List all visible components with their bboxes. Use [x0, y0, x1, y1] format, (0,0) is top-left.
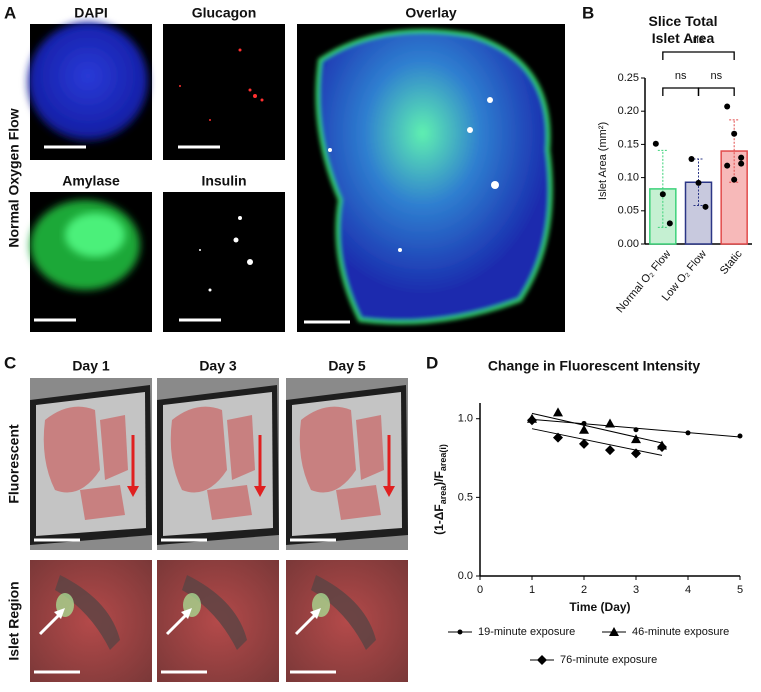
panel-label: B: [582, 3, 594, 22]
chart-title: Slice Total Islet Area: [649, 13, 718, 46]
y-tick-label: 0.00: [618, 238, 639, 250]
panel-label: C: [4, 353, 16, 372]
column-label: Day 1: [72, 358, 110, 374]
x-tick-label: 4: [685, 584, 691, 596]
legend-label: 46-minute exposure: [632, 626, 729, 638]
data-point: [579, 424, 589, 434]
significance-label: ns: [693, 34, 705, 46]
error-bar: [657, 149, 668, 228]
significance-bracket: [697, 87, 735, 96]
y-tick-label: 0.5: [458, 491, 473, 503]
data-point: [737, 433, 743, 439]
significance-label: ns: [711, 70, 723, 82]
legend-label: 19-minute exposure: [478, 626, 575, 638]
y-tick-label: 0.05: [618, 205, 639, 217]
data-point: [579, 438, 589, 449]
x-tick-label: Static: [718, 248, 745, 277]
data-point: [527, 415, 537, 426]
data-point: [659, 191, 666, 198]
significance-bracket: [662, 87, 700, 96]
legend-marker: [457, 629, 463, 635]
data-point: [605, 445, 615, 456]
y-axis-label-part: (1-ΔF: [432, 504, 446, 535]
data-point: [633, 427, 639, 433]
significance-bracket: [662, 51, 735, 60]
row-label: Normal Oxygen Flow: [6, 108, 22, 247]
legend-label: 76-minute exposure: [560, 654, 657, 666]
y-axis-label: Islet Area (mm²): [597, 122, 609, 200]
data-point: [666, 220, 673, 227]
y-axis-label-part: )/F: [432, 471, 446, 486]
data-point: [553, 407, 563, 417]
y-axis-label-part: area(i): [438, 444, 448, 471]
panel-label: D: [426, 353, 438, 372]
y-tick-label: 0.10: [618, 172, 639, 184]
data-point: [731, 176, 738, 183]
data-point: [605, 418, 615, 428]
data-point: [685, 430, 691, 436]
image-label: Glucagon: [192, 5, 257, 21]
column-label: Day 5: [328, 358, 366, 374]
legend-marker: [537, 655, 547, 665]
panel-c-images: [30, 376, 410, 684]
data-point: [738, 160, 745, 167]
x-tick-label: 1: [529, 584, 535, 596]
data-point: [657, 442, 667, 453]
y-tick-label: 0.25: [618, 72, 639, 84]
y-axis-label-part: area: [438, 485, 448, 505]
y-tick-label: 0.0: [458, 570, 473, 582]
x-axis-label: Time (Day): [569, 600, 630, 614]
x-tick-label: 2: [581, 584, 587, 596]
x-tick-label: Normal O₂ Flow: [614, 248, 673, 315]
data-point: [688, 156, 695, 163]
data-point: [652, 140, 659, 147]
image-label: DAPI: [74, 5, 107, 21]
data-point: [702, 203, 709, 210]
panel-label: A: [4, 3, 16, 22]
trend-line: [531, 412, 663, 444]
title-line: Slice Total: [649, 13, 718, 29]
image-label: Amylase: [62, 173, 120, 189]
data-point: [731, 130, 738, 137]
x-tick-label: 3: [633, 584, 639, 596]
title-line: Islet Area: [652, 30, 715, 46]
y-tick-label: 0.20: [618, 105, 639, 117]
data-point: [631, 448, 641, 459]
y-tick-label: 0.15: [618, 138, 639, 150]
data-point: [738, 154, 745, 161]
x-tick-label: 5: [737, 584, 743, 596]
error-bar: [693, 158, 704, 206]
column-label: Day 3: [199, 358, 237, 374]
chart-title: Change in Fluorescent Intensity: [488, 358, 701, 374]
data-point: [553, 432, 563, 443]
data-point: [695, 179, 702, 186]
y-axis-label: (1-ΔFarea)/Farea(i): [432, 444, 448, 535]
bar: [684, 181, 713, 245]
data-point: [724, 162, 731, 169]
row-label: Islet Region: [6, 581, 22, 660]
trend-line: [531, 428, 663, 456]
row-label: Fluorescent: [6, 424, 22, 504]
data-point: [631, 434, 641, 444]
significance-label: ns: [675, 70, 687, 82]
y-tick-label: 1.0: [458, 413, 473, 425]
panel-a-images: [28, 22, 565, 332]
x-tick-label: 0: [477, 584, 483, 596]
data-point: [724, 103, 731, 110]
legend-marker: [609, 627, 619, 636]
image-label: Insulin: [201, 173, 246, 189]
image-label: Overlay: [405, 5, 457, 21]
